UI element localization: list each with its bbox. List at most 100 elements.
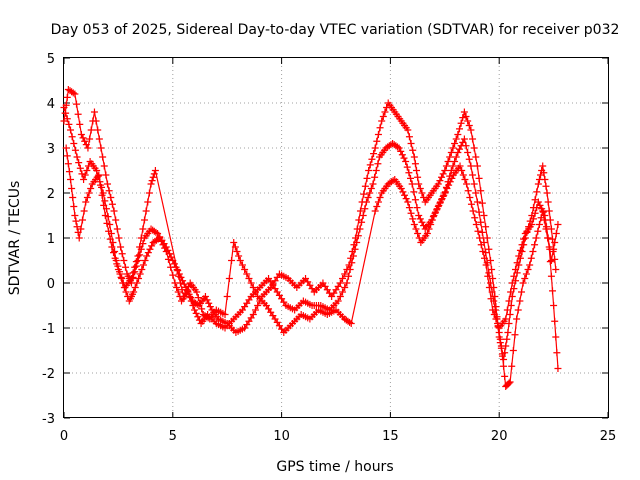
data-point-interp — [538, 205, 546, 213]
data-point-interp — [533, 188, 541, 196]
data-point-interp — [183, 286, 191, 294]
data-point-interp — [77, 225, 85, 233]
data-point — [349, 252, 357, 260]
data-point-interp — [105, 227, 113, 235]
data-point — [365, 167, 373, 174]
data-point — [554, 221, 562, 228]
data-point-interp — [341, 284, 349, 291]
data-point-interp — [452, 135, 460, 143]
data-point — [513, 315, 521, 323]
data-point-interp — [505, 320, 513, 327]
data-point — [554, 365, 562, 372]
data-point-interp — [459, 114, 467, 122]
data-point — [71, 212, 79, 219]
data-point-interp — [92, 117, 100, 125]
data-point-interp — [545, 207, 553, 215]
axis-ticks: 0 5 10 15 20 25 -3 -2 -1 0 1 2 3 4 5 — [42, 52, 616, 444]
data-point — [95, 171, 103, 179]
data-point-interp — [541, 176, 549, 183]
data-point — [415, 180, 423, 188]
data-point-interp — [73, 223, 81, 231]
series-trace-c — [62, 144, 562, 336]
data-point-interp — [444, 158, 452, 165]
data-point-interp — [389, 177, 397, 185]
data-point-interp — [428, 216, 436, 224]
data-point-interp — [94, 126, 102, 134]
data-point-interp — [478, 199, 486, 207]
data-point-interp — [121, 263, 129, 271]
data-point — [436, 198, 444, 206]
data-point-interp — [405, 169, 413, 177]
data-point-interp — [546, 258, 554, 266]
data-point-interp — [510, 272, 518, 280]
data-point-interp — [373, 203, 381, 210]
data-point — [84, 144, 92, 152]
data-point — [543, 189, 551, 197]
data-point-interp — [111, 248, 119, 255]
data-point-interp — [356, 207, 364, 215]
data-point — [67, 126, 75, 134]
data-point-interp — [228, 257, 236, 264]
data-point-interp — [75, 159, 83, 167]
data-point-interp — [141, 257, 149, 264]
data-point — [504, 329, 512, 336]
data-point-interp — [353, 239, 361, 246]
data-point-interp — [407, 174, 415, 182]
data-point-interp — [503, 335, 511, 343]
data-point-interp — [86, 135, 94, 143]
data-point-interp — [361, 205, 369, 213]
data-point — [395, 144, 403, 152]
data-point-interp — [500, 362, 508, 370]
x-axis-label: GPS time / hours — [276, 459, 393, 475]
data-point — [467, 126, 475, 134]
data-point — [130, 288, 138, 296]
data-point — [467, 162, 475, 170]
data-point — [541, 212, 549, 219]
data-point-interp — [118, 250, 126, 258]
data-point-interp — [414, 230, 422, 237]
data-point-interp — [235, 252, 243, 260]
data-point-interp — [205, 299, 213, 307]
data-point-interp — [516, 246, 524, 254]
data-point-interp — [135, 275, 143, 282]
data-point-interp — [358, 218, 366, 226]
data-point-interp — [81, 137, 89, 145]
data-point-interp — [225, 275, 233, 282]
data-point-interp — [401, 191, 409, 199]
data-point-interp — [411, 160, 419, 168]
data-point-interp — [462, 113, 470, 120]
data-point — [134, 252, 142, 260]
data-point-interp — [71, 146, 79, 154]
data-point-interp — [336, 293, 344, 300]
data-point-interp — [507, 288, 515, 296]
data-point-interp — [492, 315, 500, 323]
data-point — [143, 252, 151, 260]
data-point — [249, 311, 257, 318]
data-point-interp — [69, 194, 77, 201]
data-point-interp — [366, 161, 374, 169]
data-point-interp — [393, 143, 401, 151]
data-point-interp — [111, 254, 119, 262]
data-point — [362, 198, 370, 206]
y-tick-label: 1 — [47, 232, 55, 247]
data-point-interp — [63, 152, 71, 160]
data-point-interp — [462, 142, 470, 150]
data-point-interp — [469, 135, 477, 143]
data-point-interp — [529, 248, 537, 255]
data-point-interp — [379, 113, 387, 120]
data-point-interp — [440, 191, 448, 199]
data-point — [117, 243, 125, 251]
data-point-interp — [513, 259, 521, 267]
y-tick-label: 0 — [47, 277, 55, 292]
data-point-interp — [435, 201, 443, 209]
data-point-interp — [238, 261, 246, 269]
data-point-interp — [102, 171, 110, 179]
data-point-interp — [116, 270, 124, 278]
data-point-interp — [438, 173, 446, 181]
data-point-interp — [341, 270, 349, 278]
data-point-interp — [249, 284, 257, 291]
data-point — [404, 198, 412, 206]
data-point-interp — [464, 187, 472, 195]
data-point — [402, 158, 410, 165]
data-point-interp — [72, 217, 80, 225]
